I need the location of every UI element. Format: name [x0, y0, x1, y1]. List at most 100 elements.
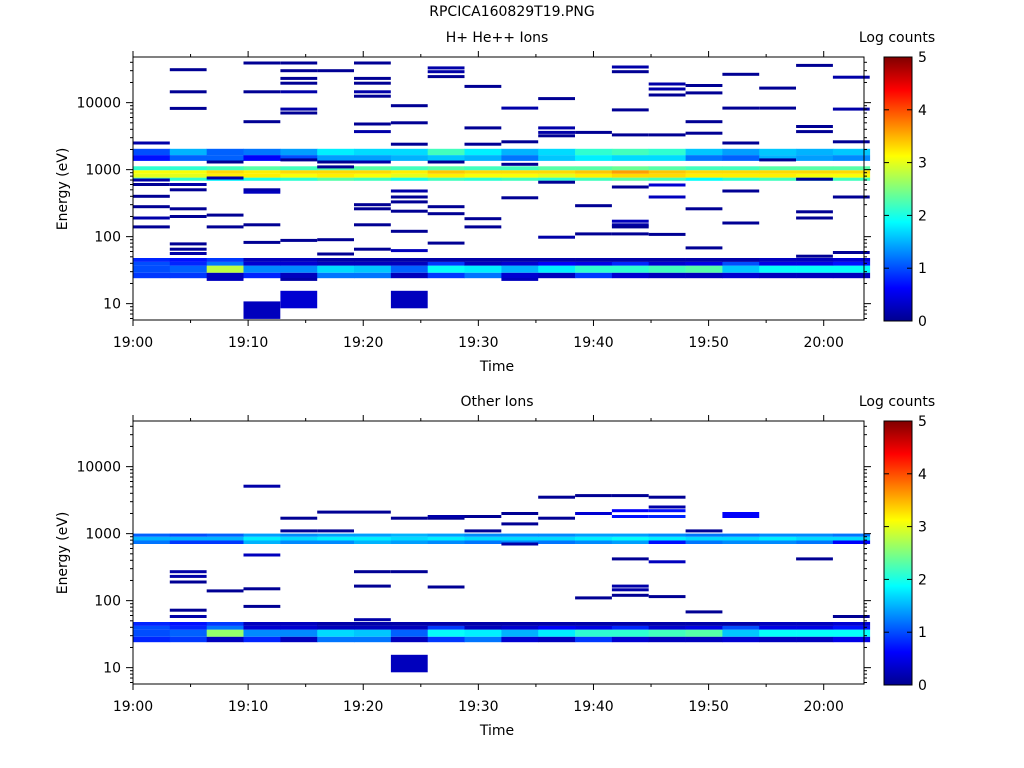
heatmap-cell: [501, 636, 539, 643]
heatmap-cell: [133, 636, 171, 643]
heatmap-cell: [206, 166, 244, 171]
heatmap-cell: [169, 242, 207, 246]
heatmap-cell: [538, 540, 576, 544]
heatmap-cell: [538, 629, 576, 637]
heatmap-cell: [354, 265, 392, 273]
heatmap-cell: [169, 68, 207, 72]
heatmap-cell: [390, 290, 428, 309]
heatmap-cell: [280, 61, 318, 65]
heatmap-cell: [354, 148, 392, 156]
y-axis: 10 100 1000 10000: [76, 61, 871, 320]
heatmap-cell: [354, 636, 392, 643]
heatmap-cell: [538, 155, 576, 161]
heatmap-cell: [169, 166, 207, 171]
heatmap-cell: [796, 261, 834, 266]
heatmap-cell: [538, 533, 576, 537]
x-tick-label: 19:20: [343, 699, 383, 715]
heatmap-cell: [538, 495, 575, 499]
y-axis: 10 100 1000 10000: [76, 425, 871, 684]
heatmap-cell: [169, 636, 207, 643]
heatmap-cell: [501, 542, 539, 546]
heatmap-cell: [648, 272, 686, 279]
heatmap-cell: [722, 540, 760, 544]
heatmap-cell: [317, 636, 355, 643]
heatmap-cell: [133, 533, 171, 537]
heatmap-cell: [354, 618, 391, 622]
heatmap-cell: [427, 272, 465, 279]
heatmap-cell: [133, 148, 171, 156]
colorbar-tick-label: 4: [918, 103, 927, 119]
heatmap-cell: [759, 272, 797, 279]
heatmap-cell: [648, 133, 686, 137]
heatmap-cell: [832, 258, 871, 262]
heatmap-cell: [169, 615, 207, 618]
heatmap-cell: [648, 155, 686, 161]
heatmap-cell: [243, 622, 281, 626]
heatmap-cell: [206, 213, 244, 217]
heatmap-cell: [427, 177, 465, 181]
heatmap-cell: [169, 258, 207, 262]
heatmap-cell: [206, 622, 244, 626]
heatmap-cell: [169, 173, 207, 178]
heatmap-cell: [390, 104, 428, 108]
heatmap-cell: [206, 625, 244, 630]
heatmap-cell: [390, 177, 429, 181]
heatmap-cell: [611, 540, 650, 544]
heatmap-cell: [354, 81, 391, 85]
heatmap-cell: [169, 170, 207, 174]
heatmap-cell: [317, 622, 355, 626]
heatmap-cell: [464, 217, 502, 221]
heatmap-cell: [575, 204, 612, 208]
heatmap-cell: [648, 166, 686, 171]
heatmap-cell: [464, 177, 502, 181]
colorbar-label: Log counts: [859, 30, 935, 46]
heatmap-cell: [796, 265, 834, 273]
heatmap-cell: [685, 120, 723, 124]
heatmap-cell: [722, 265, 760, 273]
heatmap-cell: [722, 141, 760, 145]
heatmap-cell: [648, 625, 686, 630]
heatmap-cell: [685, 166, 723, 171]
heatmap-cell: [648, 173, 686, 178]
heatmap-cell: [685, 91, 723, 95]
heatmap-cell: [611, 170, 650, 174]
heatmap-cell: [722, 536, 760, 541]
heatmap-cell: [280, 536, 318, 541]
heatmap-cell: [648, 82, 686, 86]
heatmap-cell: [280, 111, 318, 115]
heatmap-cell: [427, 155, 465, 161]
heatmap-cell: [280, 69, 318, 73]
x-tick-label: 19:30: [458, 335, 498, 351]
heatmap-cell: [206, 589, 244, 593]
heatmap-cell: [648, 509, 686, 513]
heatmap-cell: [280, 516, 318, 520]
heatmap-cell: [832, 75, 870, 79]
heatmap-cell: [832, 173, 871, 178]
heatmap-cell: [354, 155, 392, 161]
heatmap-cell: [575, 166, 613, 171]
heatmap-cell: [611, 166, 650, 171]
heatmap-cell: [796, 130, 833, 134]
heatmap-cell: [354, 90, 391, 94]
heatmap-cell: [722, 261, 760, 266]
colorbar-tick-label: 3: [918, 520, 927, 536]
heatmap-cell: [354, 94, 391, 98]
heatmap-cell: [169, 608, 207, 612]
heatmap-cell: [648, 87, 686, 91]
heatmap-cell: [317, 625, 355, 630]
heatmap-cell: [722, 189, 760, 193]
heatmap-cell: [317, 69, 354, 73]
heatmap-cell: [354, 203, 391, 207]
heatmap-cell: [133, 216, 170, 220]
heatmap-cell: [390, 195, 428, 199]
heatmap-cell: [354, 61, 391, 65]
heatmap-cell: [243, 301, 281, 319]
heatmap-cell: [685, 207, 723, 211]
heatmap-cell: [390, 654, 428, 673]
heatmap-cell: [501, 196, 539, 200]
heatmap-cell: [464, 170, 502, 174]
heatmap-cell: [427, 173, 465, 178]
heatmap-cell: [796, 125, 833, 128]
heatmap-cell: [464, 529, 502, 533]
heatmap-cell: [611, 593, 649, 597]
